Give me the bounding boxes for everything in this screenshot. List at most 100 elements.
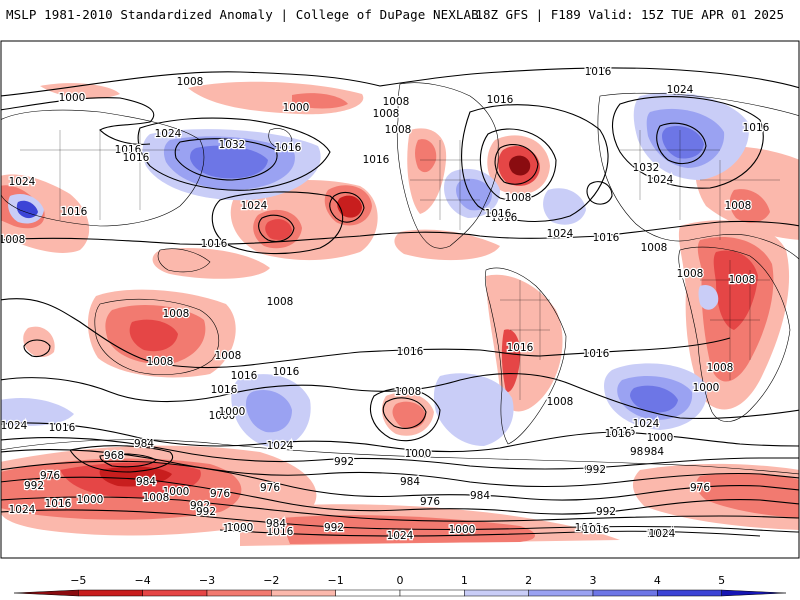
isobar-label: 1000 [163, 486, 190, 498]
isobar-label: 1024 [9, 504, 36, 516]
isobar [611, 96, 764, 189]
model-run-info: 18Z GFS | F189 Valid: 15Z TUE APR 01 202… [475, 7, 784, 22]
anomaly-region [246, 390, 292, 433]
colorbar-tick-label: −4 [135, 574, 151, 587]
isobar-label: 984 [136, 476, 156, 488]
colorbar-tick-label: 5 [718, 574, 725, 587]
anomaly-region [392, 401, 426, 429]
anomaly-region [729, 189, 770, 223]
anomaly-region [16, 200, 38, 219]
colorbar-segment [528, 589, 594, 597]
border [620, 130, 780, 240]
isobar-label: 1016 [273, 366, 300, 378]
isobar-label: 984 [470, 490, 490, 502]
isobar-label: 1024 [633, 418, 660, 430]
map-area: 1008100010001016100810081016102410161024… [1, 65, 799, 546]
isobar-label: 1016 [585, 66, 612, 78]
anomaly-region [292, 93, 348, 109]
isobar [1, 373, 799, 420]
isobar-label: 1008 [373, 108, 400, 120]
isobar [211, 191, 344, 255]
isobar-label: 1024 [387, 530, 414, 542]
colorbar-segment [657, 589, 722, 597]
anomaly-region [1, 397, 74, 426]
isobar-label: 1000 [449, 524, 476, 536]
isobar-label: 1016 [593, 232, 620, 244]
isobar-label: 1016 [363, 154, 390, 166]
isobar-label: 992 [190, 500, 210, 512]
isobar [1, 67, 799, 97]
isobar [656, 122, 707, 164]
isobar-label: 1024 [647, 528, 674, 540]
negative-anomaly-regions [1, 81, 799, 546]
isobar-label: 1016 [575, 522, 602, 534]
isobar [1, 437, 799, 470]
anomaly-region [713, 250, 758, 330]
anomaly-region [129, 319, 178, 352]
colorbar-tick-label: −1 [328, 574, 344, 587]
isobar [23, 339, 51, 358]
isobar-label: 1016 [583, 348, 610, 360]
coastline [94, 298, 219, 375]
isobar-label: 1024 [547, 228, 574, 240]
isobar-label: 1000 [405, 448, 432, 460]
colorbar-segment [592, 589, 658, 597]
isobar-label: 1016 [485, 208, 512, 220]
isobar-label: 976 [210, 488, 230, 500]
map-frame [0, 40, 800, 559]
colorbar-tick-label: 2 [525, 574, 532, 587]
isobar-label: 1016 [275, 142, 302, 154]
isobar-labels: 1008100010001016100810081016102410161024… [1, 65, 771, 544]
isobar-label: 1016 [605, 428, 632, 440]
isobar-label: 1008 [725, 200, 752, 212]
isobar-label: 1016 [583, 524, 610, 536]
isobar-label: 1008 [395, 386, 422, 398]
isobar-label: 1016 [507, 342, 534, 354]
isobar-label: 1008 [143, 492, 170, 504]
isobar-label: 1032 [633, 162, 660, 174]
isobar [370, 387, 441, 442]
isobar-label: 992 [324, 522, 344, 534]
isobar-label: 1016 [491, 212, 518, 224]
isobar-label: 976 [690, 482, 710, 494]
coastline [484, 267, 567, 445]
colorbar: −5 −4 −3 −2 −1 0 1 2 3 4 5 [13, 574, 787, 597]
isobar-label: 1024 [667, 84, 694, 96]
isobar-label: 984 [266, 518, 286, 530]
anomaly-region [265, 219, 292, 240]
isobar [1, 449, 799, 488]
isobar-label: 984 [644, 446, 664, 458]
colorbar-tick-label: −2 [263, 574, 279, 587]
isobar-label: 1008 [267, 296, 294, 308]
isobar-label: 1016 [211, 384, 238, 396]
country-borders [20, 130, 780, 400]
isobar-label: 984 [134, 438, 154, 450]
coastline [396, 82, 499, 249]
isobar [586, 181, 613, 205]
isobar-label: 1016 [743, 122, 770, 134]
isobar-label: 1024 [241, 200, 268, 212]
isobar [174, 138, 278, 181]
anomaly-region [415, 139, 437, 173]
isobar [1, 298, 731, 369]
isobar-label: 1000 [219, 406, 246, 418]
anomaly-region [501, 329, 521, 393]
coastline [1, 109, 205, 227]
isobar-label: 976 [420, 496, 440, 508]
isobar-label: 1000 [223, 523, 250, 535]
isobar [1, 496, 799, 522]
colorbar-segment [335, 589, 401, 597]
colorbar-segment [464, 589, 529, 597]
colorbar-tick-label: −3 [199, 574, 215, 587]
map-title: MSLP 1981-2010 Standardized Anomaly | Co… [6, 7, 479, 22]
isobar-label: 1008 [677, 268, 704, 280]
coastline [157, 248, 211, 273]
isobar-label: 1016 [115, 144, 142, 156]
border [20, 130, 180, 220]
isobar [382, 397, 427, 429]
isobar-label: 1016 [397, 346, 424, 358]
colorbar-segment [142, 589, 208, 597]
isobar-label: 1008 [147, 356, 174, 368]
colorbar-tick-label: 0 [397, 574, 404, 587]
